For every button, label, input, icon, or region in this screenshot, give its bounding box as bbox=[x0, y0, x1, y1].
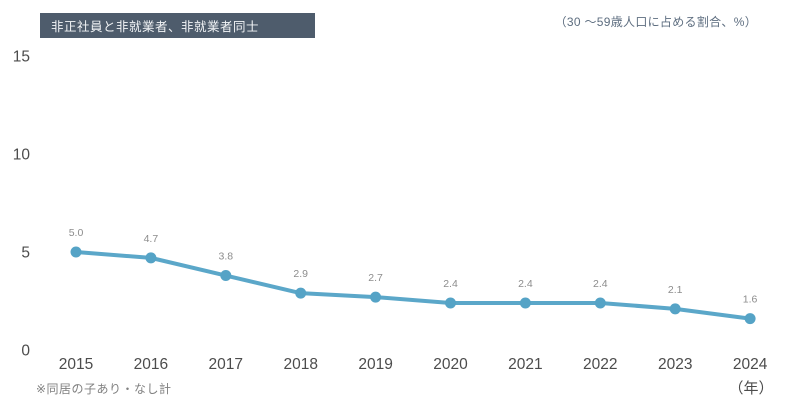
y-tick-label: 10 bbox=[13, 147, 31, 164]
chart-title: 非正社員と非就業者、非就業者同士 bbox=[51, 20, 260, 34]
data-point bbox=[145, 252, 157, 264]
x-tick-label: 2023 bbox=[658, 356, 692, 373]
data-point bbox=[744, 313, 756, 325]
x-tick-label: 2015 bbox=[59, 356, 93, 373]
x-tick-label: 2021 bbox=[508, 356, 542, 373]
data-label: 1.6 bbox=[743, 294, 758, 306]
data-label: 5.0 bbox=[69, 227, 84, 239]
trend-line bbox=[74, 250, 753, 321]
y-tick-label: 0 bbox=[21, 343, 30, 360]
y-tick-label: 5 bbox=[21, 245, 30, 262]
data-label: 2.4 bbox=[443, 278, 458, 290]
data-point bbox=[295, 287, 307, 299]
data-label: 2.9 bbox=[293, 268, 308, 280]
x-tick-label: 2022 bbox=[583, 356, 617, 373]
data-label: 3.8 bbox=[218, 251, 233, 263]
data-point bbox=[70, 246, 82, 258]
x-tick-label: 2020 bbox=[433, 356, 468, 373]
x-axis-unit-label: （年） bbox=[728, 380, 774, 397]
data-point bbox=[669, 303, 681, 315]
data-label: 2.4 bbox=[518, 278, 533, 290]
data-label: 2.4 bbox=[593, 278, 608, 290]
unit-note: （30 ～59歳人口に占める割合、%） bbox=[554, 15, 757, 29]
x-tick-label: 2019 bbox=[358, 356, 392, 373]
data-point bbox=[220, 270, 232, 282]
data-label: 2.1 bbox=[668, 284, 683, 296]
data-label: 4.7 bbox=[144, 233, 159, 245]
footnote: ※同居の子あり・なし計 bbox=[36, 382, 172, 396]
data-point bbox=[445, 297, 456, 309]
data-point bbox=[370, 291, 382, 303]
chart-title-box: 非正社員と非就業者、非就業者同士 bbox=[40, 13, 315, 38]
data-label: 2.7 bbox=[368, 272, 383, 284]
x-tick-label: 2018 bbox=[283, 356, 317, 373]
data-point bbox=[519, 297, 531, 309]
x-tick-label: 2024 bbox=[733, 356, 768, 373]
data-point bbox=[594, 297, 606, 309]
x-tick-label: 2017 bbox=[209, 356, 243, 373]
y-tick-label: 15 bbox=[13, 49, 30, 66]
x-tick-label: 2016 bbox=[134, 356, 168, 373]
